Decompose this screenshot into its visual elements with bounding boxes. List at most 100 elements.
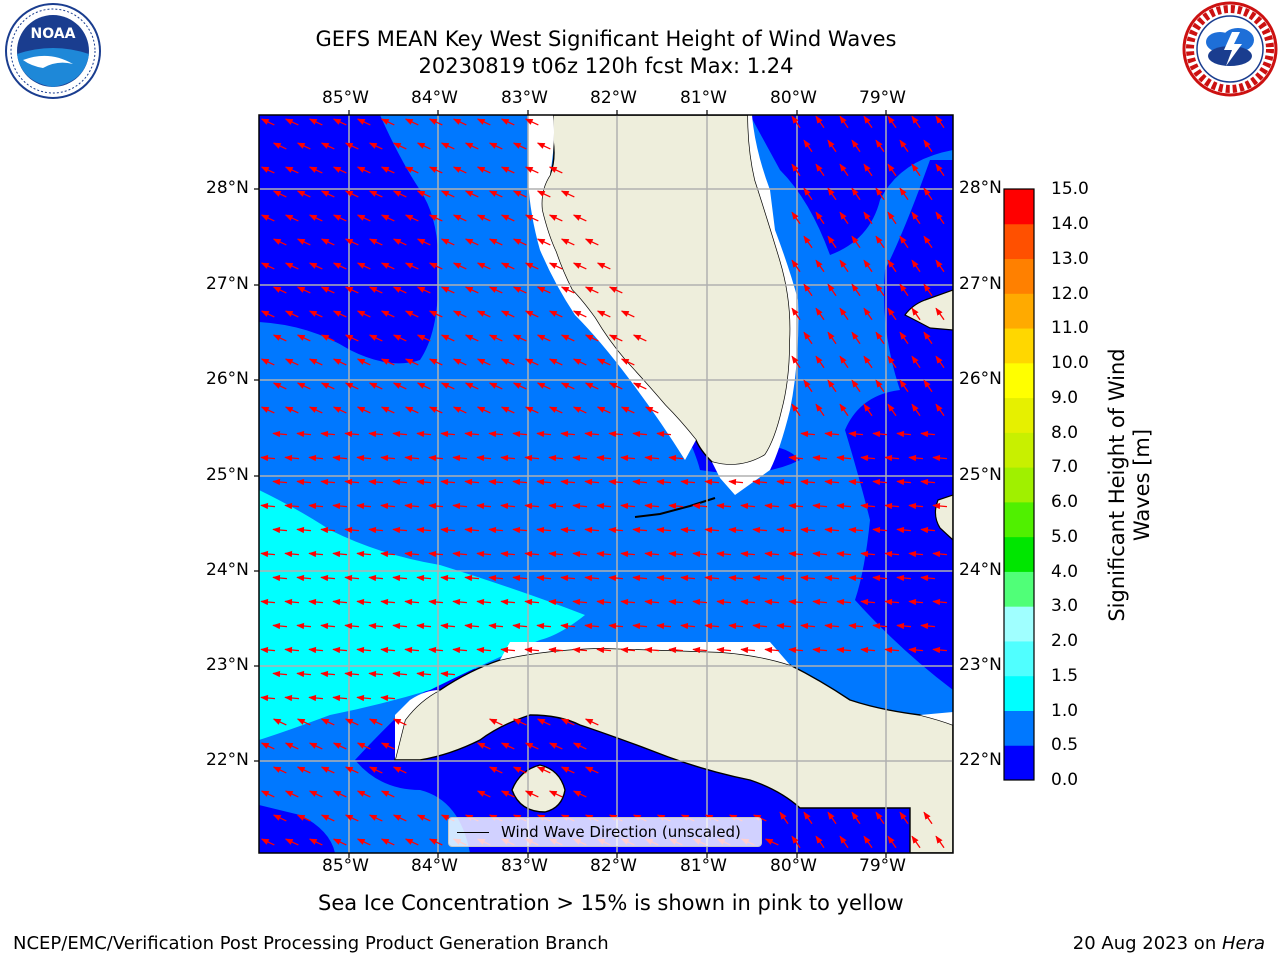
- wind-wave-arrow-icon: [380, 406, 395, 414]
- colorbar-tick-label: 14.0: [1051, 214, 1089, 234]
- wind-wave-arrow-icon: [296, 190, 311, 198]
- lat-label-left: 27°N: [206, 274, 249, 294]
- wind-wave-arrow-icon: [380, 790, 395, 798]
- wind-wave-arrow-icon: [923, 139, 933, 153]
- wind-wave-arrow-icon: [404, 214, 419, 222]
- wind-wave-arrow-icon: [839, 307, 849, 321]
- wind-wave-arrow-icon: [488, 526, 504, 534]
- wind-wave-arrow-icon: [296, 286, 311, 294]
- wind-wave-arrow-icon: [392, 478, 408, 486]
- wind-wave-arrow-icon: [452, 118, 467, 126]
- wind-wave-arrow-icon: [839, 211, 849, 225]
- florida-keys: [634, 497, 716, 518]
- wind-wave-arrow-icon: [368, 430, 384, 438]
- colorbar-swatch: [1004, 675, 1034, 711]
- wind-wave-arrow-icon: [572, 502, 588, 510]
- wind-wave-arrow-icon: [368, 142, 383, 150]
- wind-wave-arrow-icon: [308, 790, 323, 798]
- wind-wave-arrow-icon: [356, 262, 371, 270]
- wind-wave-arrow-icon: [392, 142, 407, 150]
- wind-wave-arrow-icon: [272, 670, 288, 678]
- wind-wave-arrow-icon: [368, 478, 384, 486]
- wind-wave-arrow-icon: [464, 190, 479, 198]
- wind-wave-arrow-icon: [788, 646, 804, 654]
- wind-wave-arrow-icon: [416, 670, 432, 678]
- wind-wave-arrow-icon: [524, 454, 540, 462]
- wind-wave-arrow-icon: [572, 598, 588, 606]
- wind-wave-arrow-icon: [440, 142, 455, 150]
- wind-wave-arrow-icon: [368, 286, 383, 294]
- wind-wave-arrow-icon: [392, 670, 408, 678]
- wind-wave-arrow-icon: [899, 283, 909, 297]
- wind-wave-arrow-icon: [416, 430, 432, 438]
- wind-wave-arrow-icon: [464, 142, 479, 150]
- wind-wave-arrow-icon: [875, 139, 885, 153]
- wind-wave-arrow-icon: [620, 598, 636, 606]
- wind-wave-arrow-icon: [584, 766, 599, 774]
- wind-wave-arrow-icon: [356, 358, 371, 366]
- colorbar-frame: [1003, 188, 1035, 781]
- wind-wave-arrow-icon: [935, 355, 945, 369]
- wind-wave-arrow-icon: [908, 454, 924, 462]
- wind-wave-arrow-icon: [596, 310, 611, 318]
- wind-wave-arrow-icon: [368, 766, 383, 774]
- wind-wave-arrow-icon: [548, 166, 563, 174]
- wind-wave-arrow-icon: [440, 430, 456, 438]
- wind-wave-arrow-icon: [392, 766, 407, 774]
- wind-wave-arrow-icon: [272, 382, 287, 390]
- wind-wave-arrow-icon: [272, 814, 287, 822]
- wind-wave-arrow-icon: [284, 502, 300, 510]
- colorbar-tick-label: 12.0: [1051, 284, 1089, 304]
- lat-label-right: 27°N: [959, 274, 1002, 294]
- wind-wave-arrow-icon: [524, 118, 539, 126]
- wind-wave-arrow-icon: [260, 406, 275, 414]
- wind-wave-arrow-icon: [692, 502, 708, 510]
- wind-wave-arrow-icon: [392, 574, 408, 582]
- colorbar-tick-label: 13.0: [1051, 249, 1089, 269]
- wind-wave-arrow-icon: [632, 574, 648, 582]
- wind-wave-arrow-icon: [356, 454, 372, 462]
- wind-wave-arrow-icon: [332, 454, 348, 462]
- map-frame: [258, 114, 954, 854]
- wind-wave-arrow-icon: [632, 622, 648, 630]
- wind-wave-arrow-icon: [548, 454, 564, 462]
- wind-wave-arrow-icon: [296, 334, 311, 342]
- wind-wave-arrow-icon: [704, 622, 720, 630]
- wind-wave-arrow-icon: [356, 838, 371, 846]
- wind-wave-arrow-icon: [560, 190, 575, 198]
- lat-label-left: 25°N: [206, 465, 249, 485]
- wind-wave-arrow-icon: [500, 790, 515, 798]
- wind-wave-arrow-icon: [788, 550, 804, 558]
- wind-wave-arrow-icon: [428, 118, 443, 126]
- wind-wave-arrow-icon: [536, 766, 551, 774]
- wind-wave-arrow-icon: [392, 190, 407, 198]
- wind-wave-arrow-icon: [803, 811, 813, 825]
- wind-wave-arrow-icon: [764, 838, 779, 846]
- wind-wave-arrow-icon: [500, 646, 516, 654]
- wind-wave-arrow-icon: [524, 598, 540, 606]
- wind-wave-arrow-icon: [887, 355, 897, 369]
- wind-wave-arrow-icon: [344, 382, 359, 390]
- wind-wave-arrow-icon: [356, 118, 371, 126]
- wind-wave-arrow-icon: [332, 742, 347, 750]
- wind-wave-arrow-icon: [872, 526, 888, 534]
- lat-label-left: 26°N: [206, 369, 249, 389]
- wind-wave-arrow-icon: [884, 502, 900, 510]
- wind-wave-arrow-icon: [923, 811, 933, 825]
- wind-wave-arrow-icon: [416, 574, 432, 582]
- wind-wave-arrow-icon: [740, 598, 756, 606]
- wind-wave-arrow-icon: [500, 262, 515, 270]
- wind-wave-arrow-icon: [356, 694, 372, 702]
- wind-wave-arrow-icon: [536, 622, 552, 630]
- wind-wave-arrow-icon: [416, 526, 432, 534]
- wind-wave-arrow-icon: [380, 358, 395, 366]
- wind-wave-arrow-icon: [404, 310, 419, 318]
- wind-wave-arrow-icon: [803, 379, 813, 393]
- colorbar-swatch: [1004, 432, 1034, 468]
- wind-wave-arrow-icon: [632, 430, 648, 438]
- wind-wave-arrow-icon: [428, 646, 444, 654]
- wind-wave-arrow-icon: [899, 331, 909, 345]
- wind-wave-arrow-icon: [620, 310, 635, 318]
- wind-wave-arrow-icon: [344, 286, 359, 294]
- wind-wave-arrow-icon: [500, 742, 515, 750]
